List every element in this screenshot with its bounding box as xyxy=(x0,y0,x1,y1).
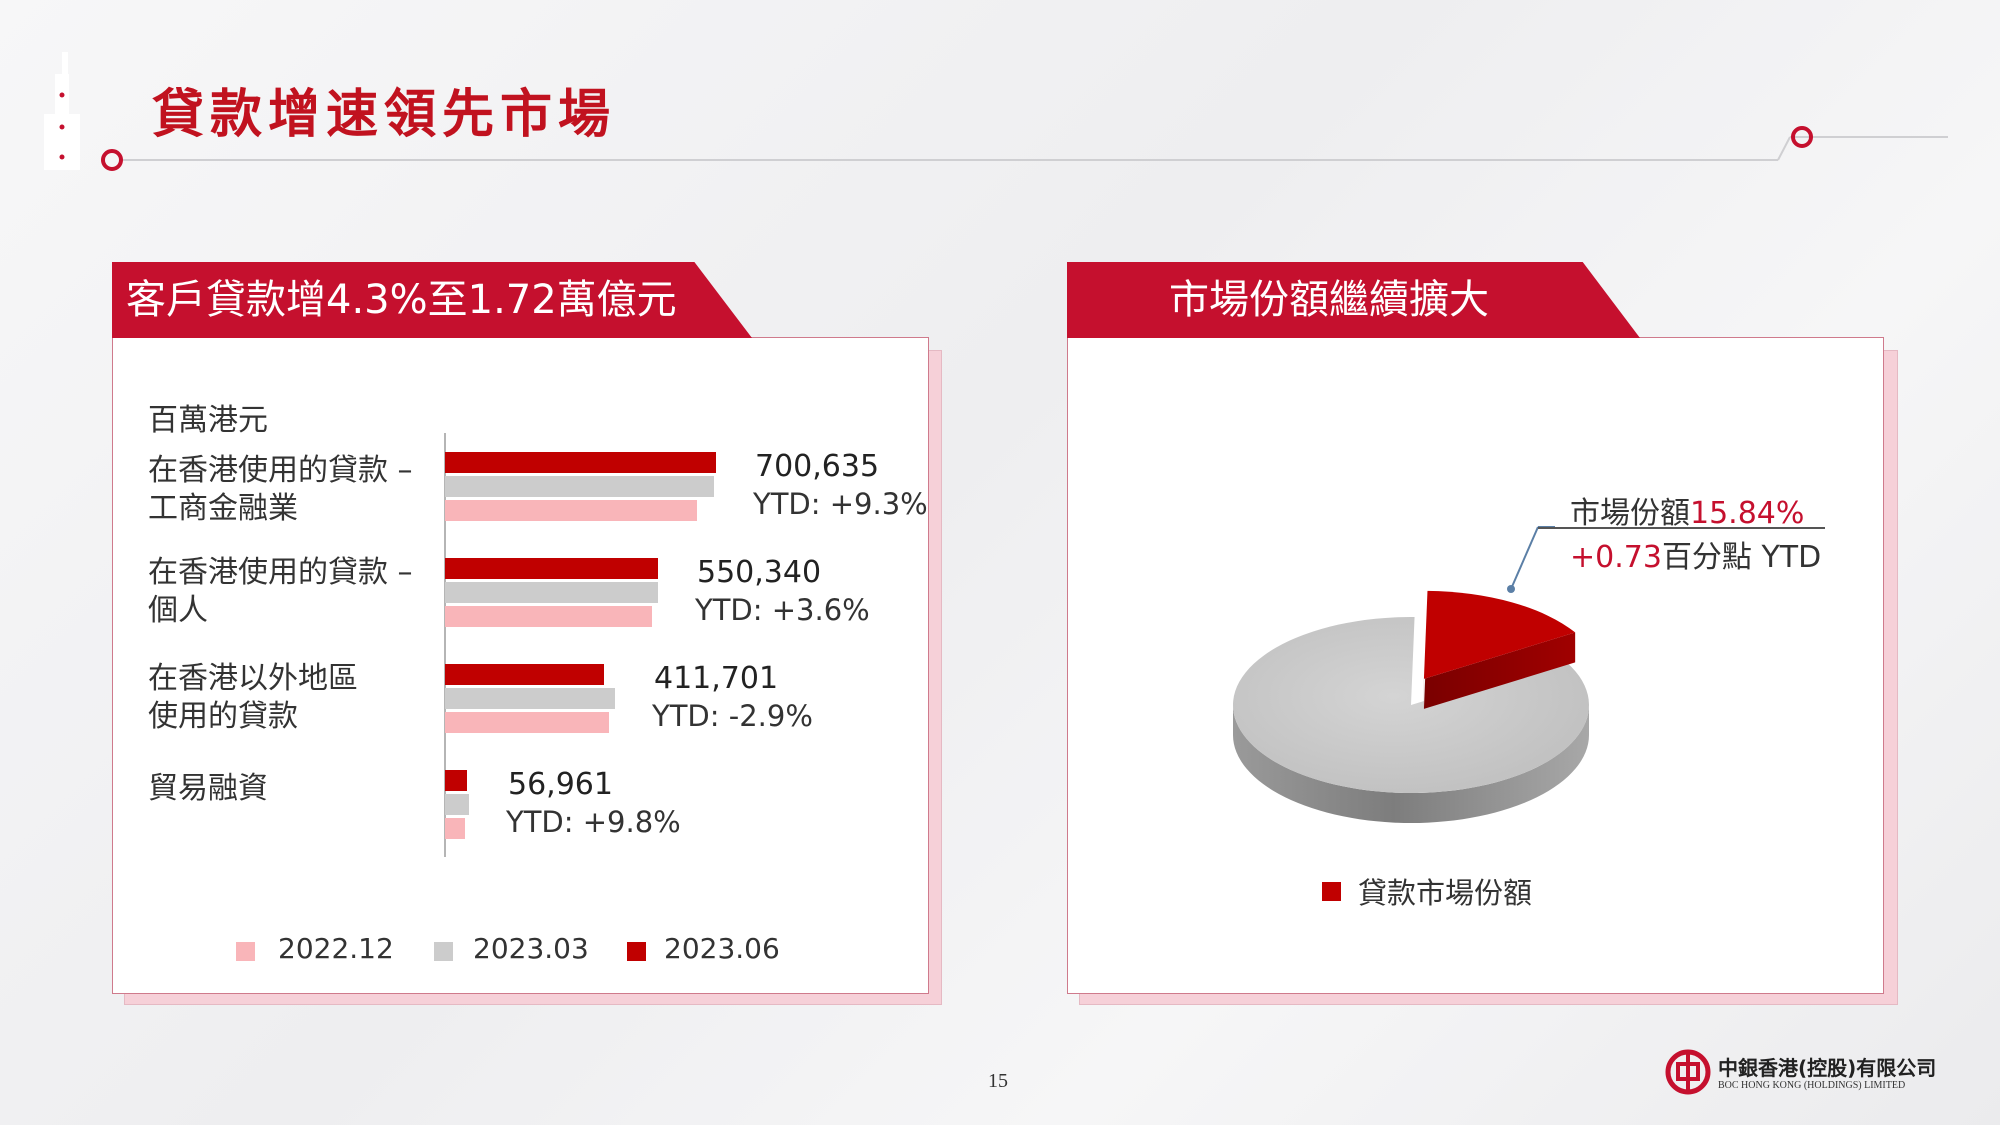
callout-leader-dot xyxy=(1507,585,1515,593)
building-logo-icon xyxy=(44,52,80,170)
bar-personal-2022-12 xyxy=(445,606,652,627)
callout-change-suffix: 百分點 YTD xyxy=(1661,540,1822,575)
legend-swatch-2023-06 xyxy=(627,942,646,961)
header-decoration xyxy=(44,52,1948,171)
pie-slice-grey-side xyxy=(1233,705,1589,823)
value-label-outside-hk: 411,701 xyxy=(654,661,779,696)
legend-label-2022-12: 2022.12 xyxy=(278,932,394,965)
bar-outside-hk-2023-06 xyxy=(445,664,604,685)
page-title: 貸款增速領先市場 xyxy=(152,85,617,145)
value-label-trade-finance: 56,961 xyxy=(508,767,613,802)
category-label-personal: 在香港使用的貸款 – 個人 xyxy=(148,555,413,628)
value-label-industry: 700,635 xyxy=(755,449,880,484)
ytd-label-personal: YTD: +3.6% xyxy=(695,593,870,627)
pie-slice-grey xyxy=(1233,617,1589,793)
bar-industry-2022-12 xyxy=(445,500,697,521)
pie-slice-red-side xyxy=(1423,632,1576,709)
left-panel-header: 客戶貸款增4.3%至1.72萬億元 xyxy=(112,262,752,338)
category-label-trade-finance: 貿易融資 xyxy=(148,771,268,806)
ytd-label-outside-hk: YTD: -2.9% xyxy=(652,699,813,733)
callout-line-1: 市場份額15.84% xyxy=(1570,488,1804,532)
callout-share-value: 15.84% xyxy=(1690,496,1805,531)
ring-icon-right xyxy=(1791,126,1813,148)
pie-legend-swatch xyxy=(1322,882,1341,901)
ring-icon-left xyxy=(101,149,123,171)
legend-label-2023-03: 2023.03 xyxy=(473,932,589,965)
bar-axis-line xyxy=(444,433,446,857)
ytd-label-trade-finance: YTD: +9.8% xyxy=(506,805,681,839)
bar-trade-finance-2023-06 xyxy=(445,770,467,791)
bar-trade-finance-2022-12 xyxy=(445,818,465,839)
bar-industry-2023-03 xyxy=(445,476,714,497)
unit-label: 百萬港元 xyxy=(148,403,268,438)
pie-slice-red xyxy=(1423,590,1576,679)
bar-personal-2023-06 xyxy=(445,558,658,579)
callout-share-label: 市場份額 xyxy=(1570,496,1690,531)
page-number: 15 xyxy=(988,1070,1008,1092)
category-label-outside-hk: 在香港以外地區 使用的貸款 xyxy=(148,661,358,734)
legend-label-2023-06: 2023.06 xyxy=(664,932,780,965)
right-panel-header: 市場份額繼續擴大 xyxy=(1067,262,1640,338)
callout-change-value: +0.73 xyxy=(1570,540,1662,575)
category-label-industry: 在香港使用的貸款 – 工商金融業 xyxy=(148,453,413,526)
bar-trade-finance-2023-03 xyxy=(445,794,469,815)
bar-outside-hk-2022-12 xyxy=(445,712,609,733)
legend-swatch-2023-03 xyxy=(434,942,453,961)
callout-leader-line xyxy=(1510,526,1539,590)
bar-outside-hk-2023-03 xyxy=(445,688,615,709)
boc-logo-icon xyxy=(1665,1049,1711,1095)
callout-line-2: +0.73百分點 YTD xyxy=(1570,532,1821,576)
pie-chart xyxy=(1233,526,1589,823)
bar-personal-2023-03 xyxy=(445,582,658,603)
legend-swatch-2022-12 xyxy=(236,942,255,961)
company-name-en: BOC HONG KONG (HOLDINGS) LIMITED xyxy=(1718,1080,1906,1091)
company-name-zh: 中銀香港(控股)有限公司 xyxy=(1718,1056,1937,1080)
bar-industry-2023-06 xyxy=(445,452,716,473)
value-label-personal: 550,340 xyxy=(697,555,822,590)
ytd-label-industry: YTD: +9.3% xyxy=(753,487,928,521)
pie-legend-label: 貸款市場份額 xyxy=(1358,876,1533,910)
callout-divider xyxy=(1538,527,1825,529)
